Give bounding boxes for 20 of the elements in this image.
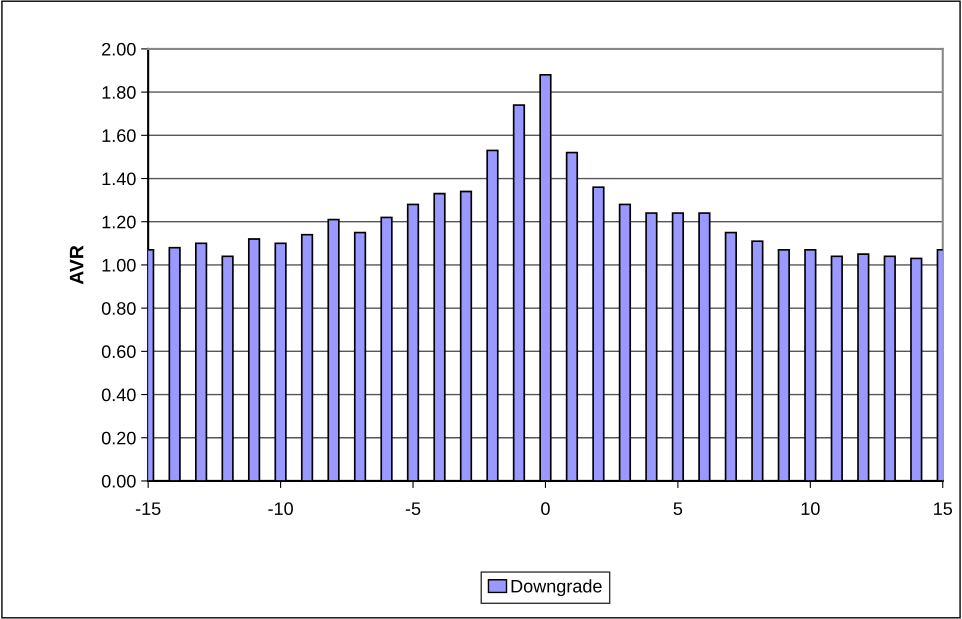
y-tick-label: 0.00: [102, 474, 136, 488]
y-tick-label: 2.00: [102, 42, 136, 56]
y-tick-label: 1.80: [102, 86, 136, 99]
x-tick-label: -10: [268, 502, 293, 516]
y-tick-label: 1.20: [102, 216, 136, 228]
x-tick-label: 5: [674, 502, 682, 516]
y-tick-label: 0.40: [102, 388, 136, 402]
x-tick-label: 15: [934, 502, 952, 516]
y-tick-label: 0.20: [102, 432, 136, 444]
y-tick-label: 1.00: [102, 258, 136, 272]
y-tick-label: 0.60: [102, 345, 136, 358]
x-tick-label: -15: [136, 502, 160, 516]
y-tick-label: 1.60: [102, 129, 136, 142]
y-axis-title: AVR: [70, 246, 84, 284]
x-tick-label: 0: [541, 502, 550, 516]
x-tick-label: 10: [802, 502, 820, 516]
legend-label: Downgrade: [512, 579, 602, 596]
y-tick-label: 1.40: [102, 172, 136, 186]
x-tick-label: -5: [406, 502, 420, 516]
y-tick-label: 0.80: [102, 302, 136, 315]
